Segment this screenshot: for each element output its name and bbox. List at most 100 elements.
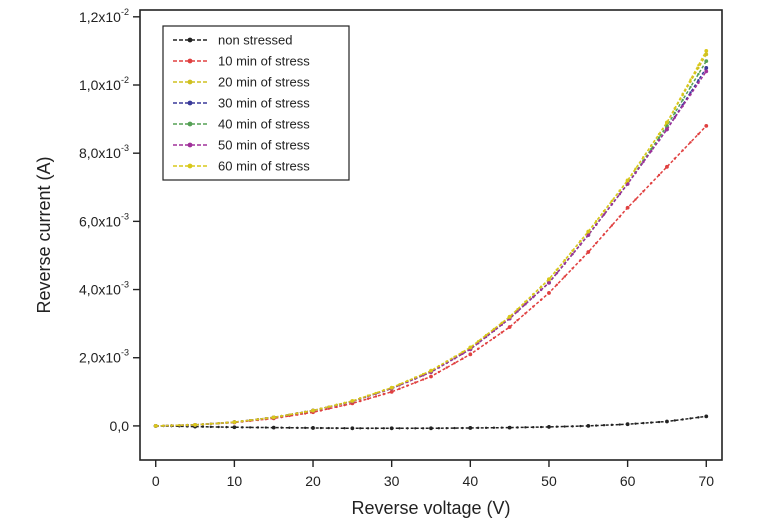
legend-item: 50 min of stress xyxy=(173,138,310,153)
series-marker xyxy=(382,389,386,392)
legend-label: 20 min of stress xyxy=(218,75,310,90)
y-tick-label: 0,0 xyxy=(110,418,130,434)
data-point xyxy=(665,120,669,125)
data-point xyxy=(232,420,237,425)
series-marker xyxy=(673,157,677,160)
legend-marker xyxy=(187,142,193,148)
series-marker xyxy=(343,401,346,405)
series-marker xyxy=(421,378,425,381)
series-marker xyxy=(681,104,684,108)
series-marker xyxy=(697,132,700,136)
data-point xyxy=(625,422,630,427)
series-marker xyxy=(673,111,677,115)
series-marker xyxy=(673,116,677,119)
series-marker xyxy=(453,361,456,365)
series-marker xyxy=(256,426,260,429)
series-marker xyxy=(642,421,645,425)
series-marker xyxy=(414,427,417,430)
legend-marker xyxy=(187,163,193,169)
data-point xyxy=(311,408,315,413)
series-marker xyxy=(650,147,653,151)
series-marker xyxy=(634,422,637,425)
series-marker xyxy=(288,413,291,416)
series-marker xyxy=(642,190,645,193)
series-marker xyxy=(359,399,362,403)
plot-frame xyxy=(139,9,723,461)
series-marker xyxy=(303,410,307,414)
series-marker xyxy=(610,224,614,227)
series-marker xyxy=(697,64,700,67)
legend-label: 30 min of stress xyxy=(218,96,310,111)
series-marker xyxy=(642,156,645,159)
series-marker xyxy=(524,426,527,429)
x-tick-label: 30 xyxy=(384,473,400,489)
y-tick-mantissa: 8,0x10 xyxy=(79,145,121,161)
series-marker xyxy=(657,136,661,139)
series-marker xyxy=(618,192,621,196)
series-marker xyxy=(650,149,653,153)
series-marker xyxy=(327,405,330,408)
series-marker xyxy=(382,427,386,430)
data-point xyxy=(625,205,630,210)
series-marker xyxy=(484,334,488,337)
series-marker xyxy=(500,321,503,325)
series-marker xyxy=(406,384,409,387)
legend: non stressed 10 min of stress 20 min of st… xyxy=(162,25,350,181)
series-marker xyxy=(303,426,307,430)
series-marker xyxy=(248,419,252,422)
legend-label: 60 min of stress xyxy=(218,159,310,174)
series-marker xyxy=(406,379,409,383)
data-point xyxy=(586,229,591,234)
series-marker xyxy=(524,312,527,315)
data-point xyxy=(547,291,551,295)
data-point xyxy=(468,352,473,357)
series-marker xyxy=(532,295,535,299)
data-point xyxy=(586,250,591,254)
series-marker xyxy=(241,420,244,423)
series-marker xyxy=(650,181,653,185)
legend-marker xyxy=(187,79,193,85)
data-point xyxy=(665,419,669,424)
data-point xyxy=(547,280,551,285)
series-marker xyxy=(634,198,637,201)
data-point xyxy=(507,425,512,430)
data-point xyxy=(232,425,237,430)
data-point xyxy=(625,178,630,183)
data-point xyxy=(350,426,355,431)
series-marker xyxy=(359,427,362,430)
series-marker xyxy=(319,409,323,412)
series-marker xyxy=(500,426,503,429)
series-marker xyxy=(209,422,212,425)
data-point xyxy=(507,314,512,319)
data-point xyxy=(153,424,158,428)
y-axis: 0,02,0x10-34,0x10-36,0x10-38,0x10-31,0x1… xyxy=(79,7,140,434)
series-marker xyxy=(689,85,692,89)
series-marker xyxy=(697,81,700,85)
series-marker xyxy=(445,366,448,369)
series-marker xyxy=(657,139,661,142)
series-marker xyxy=(657,173,661,177)
data-point xyxy=(547,425,551,429)
series-marker xyxy=(366,394,370,397)
legend-marker xyxy=(187,37,193,43)
series-marker xyxy=(256,418,260,421)
data-point xyxy=(704,414,709,419)
legend-label: 10 min of stress xyxy=(218,54,310,69)
series-marker xyxy=(280,414,283,418)
y-tick-label: 1,2x10-2 xyxy=(79,7,129,25)
series-marker xyxy=(594,424,598,427)
y-tick-mantissa: 6,0x10 xyxy=(79,213,121,229)
series-marker xyxy=(366,427,370,430)
series-marker xyxy=(689,141,692,144)
series-marker xyxy=(327,426,330,430)
series-marker xyxy=(657,420,661,424)
series-marker xyxy=(280,426,283,429)
series-marker xyxy=(288,426,291,429)
legend-label: 50 min of stress xyxy=(218,138,310,153)
data-point xyxy=(193,422,197,427)
y-tick-mantissa: 1,0x10 xyxy=(79,77,121,93)
series-marker xyxy=(681,418,684,421)
legend-item: 20 min of stress xyxy=(173,75,310,90)
series-marker xyxy=(555,425,559,428)
